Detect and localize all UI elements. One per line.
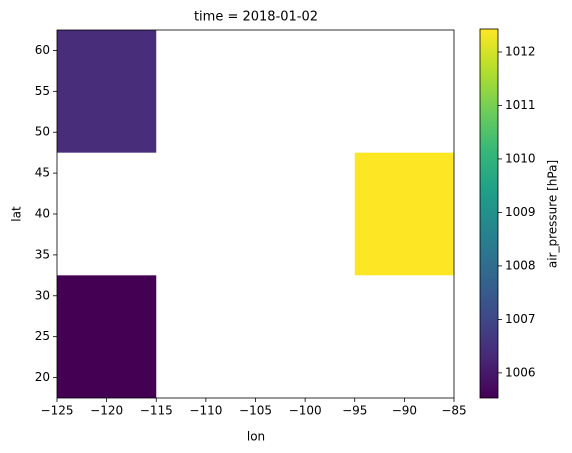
y-tick-label: 30 xyxy=(35,288,50,302)
x-axis-label: lon xyxy=(247,430,265,444)
colorbar-label: air_pressure [hPa] xyxy=(546,160,560,268)
y-tick-label: 60 xyxy=(35,43,50,57)
colorbar-tick-label: 1006 xyxy=(505,365,536,379)
y-tick-label: 20 xyxy=(35,370,50,384)
y-tick-label: 25 xyxy=(35,329,50,343)
colorbar-tick-label: 1012 xyxy=(505,44,536,58)
x-tick-label: −95 xyxy=(342,404,367,418)
heatmap-cell xyxy=(354,152,454,276)
x-tick-label: −85 xyxy=(441,404,466,418)
x-tick-label: −100 xyxy=(289,404,322,418)
x-tick-label: −90 xyxy=(392,404,417,418)
y-tick-label: 55 xyxy=(35,84,50,98)
heatmap-cell xyxy=(57,275,157,398)
y-tick-label: 35 xyxy=(35,247,50,261)
colorbar-tick-label: 1009 xyxy=(505,205,536,219)
colorbar-tick-label: 1011 xyxy=(505,98,536,112)
y-axis-label: lat xyxy=(10,206,24,222)
x-tick-label: −120 xyxy=(90,404,123,418)
x-tick-label: −110 xyxy=(189,404,222,418)
y-tick-label: 45 xyxy=(35,166,50,180)
chart-title: time = 2018-01-02 xyxy=(194,10,318,25)
x-tick-label: −105 xyxy=(239,404,272,418)
colorbar-tick-label: 1010 xyxy=(505,151,536,165)
x-tick-label: −115 xyxy=(140,404,173,418)
heatmap-cell xyxy=(57,30,157,153)
y-tick-label: 50 xyxy=(35,125,50,139)
colorbar-tick-label: 1007 xyxy=(505,312,536,326)
colorbar xyxy=(479,28,499,399)
colorbar-tick-label: 1008 xyxy=(505,258,536,272)
y-tick-label: 40 xyxy=(35,207,50,221)
x-tick-label: −125 xyxy=(41,404,74,418)
